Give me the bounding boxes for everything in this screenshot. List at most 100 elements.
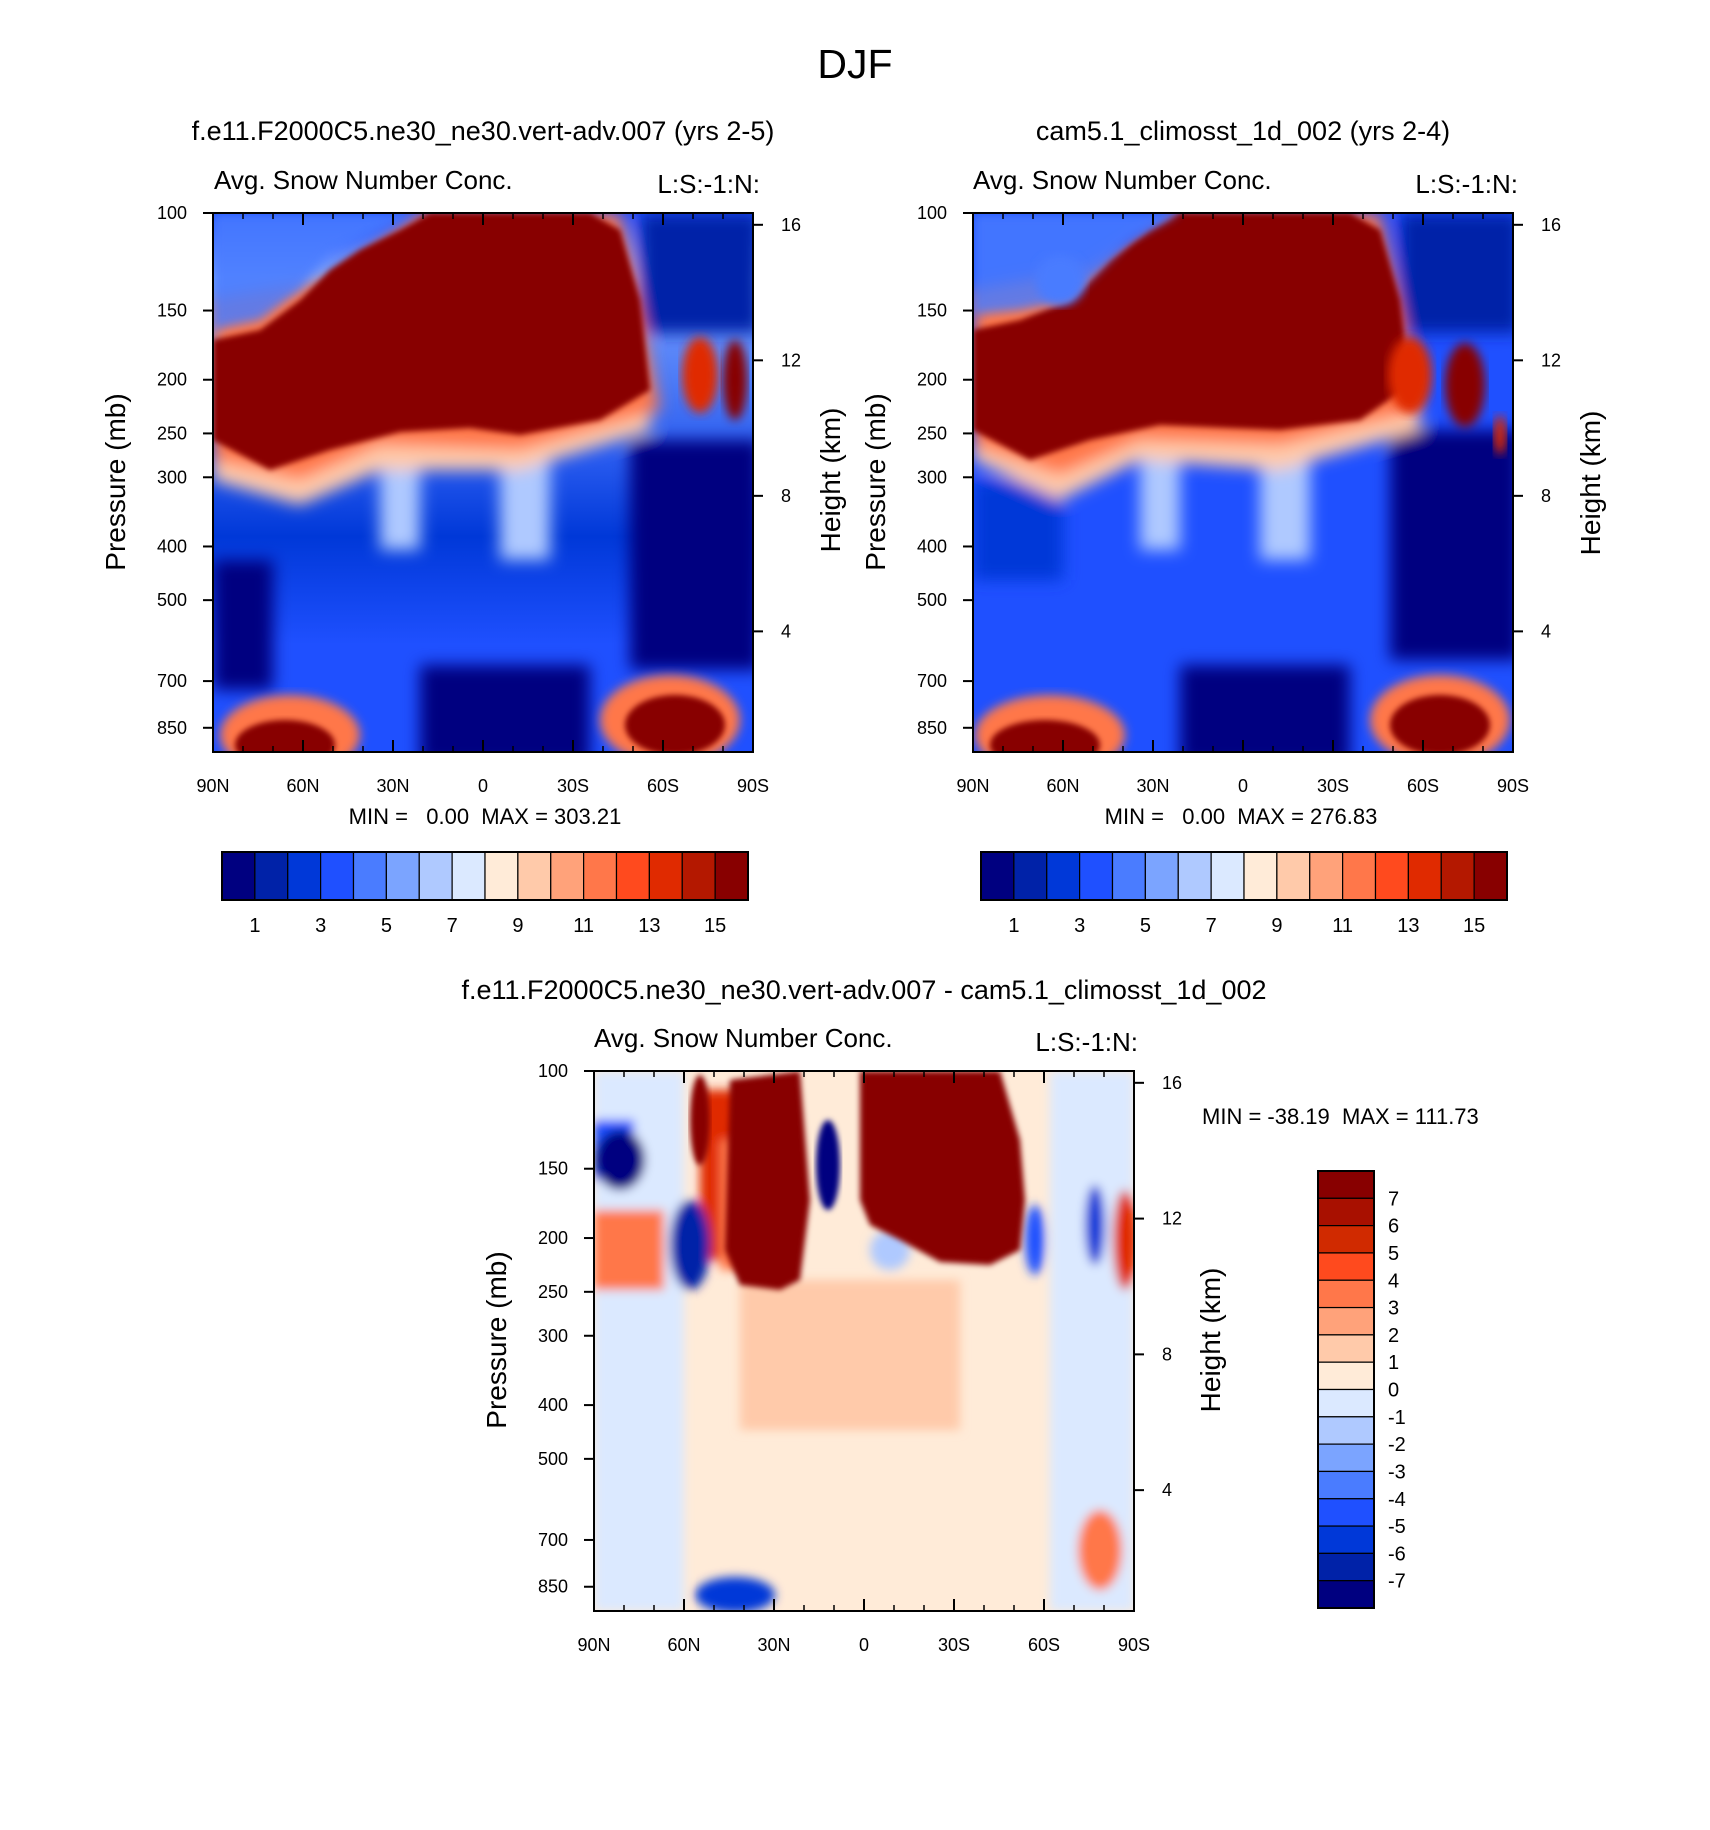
x-tick-label: 30S [1317,776,1349,796]
y-tick-label: 500 [157,590,187,610]
colorbar-label: 5 [1388,1243,1399,1265]
y-tick-label: 300 [157,467,187,487]
colorbar-swatch [1317,1197,1375,1227]
panel-3-y2label: Height (km) [1195,1268,1226,1413]
panel-3: f.e11.F2000C5.ne30_ne30.vert-adv.007 - c… [461,975,1478,1655]
colorbar-swatch [714,851,749,901]
colorbar-label: 1 [1388,1352,1399,1374]
y-tick-label: 200 [917,370,947,390]
x-tick-label: 30S [938,1635,970,1655]
colorbar-swatch [1243,851,1278,901]
panel-3-variable: Avg. Snow Number Conc. [594,1023,893,1053]
y-tick-label: 700 [157,671,187,691]
colorbar-swatch [1111,851,1146,901]
colorbar-swatch [254,851,289,901]
panel-3-ylabel: Pressure (mb) [481,1251,512,1428]
y-tick-label: 300 [538,1326,568,1346]
panel-1-variable: Avg. Snow Number Conc. [214,165,513,195]
colorbar-label: 5 [1140,915,1151,937]
colorbar-swatch [1309,851,1344,901]
y2-tick-label: 12 [1162,1209,1182,1229]
colorbar-label: -2 [1388,1434,1406,1456]
colorbar-label: 6 [1388,1216,1399,1238]
colorbar-swatch [1046,851,1081,901]
colorbar-swatch [1342,851,1377,901]
panel-1-colorbar: 1 3 5 7 9 11 13 15 [221,851,749,937]
colorbar-swatch [583,851,618,901]
colorbar-label: 7 [447,915,458,937]
panel-2-variable: Avg. Snow Number Conc. [973,165,1272,195]
colorbar-label: 3 [315,915,326,937]
colorbar-label: 7 [1206,915,1217,937]
x-tick-label: 30S [557,776,589,796]
colorbar-label: 15 [1463,915,1485,937]
y2-tick-label: 12 [1541,350,1561,370]
colorbar-label: 1 [249,915,260,937]
y-tick-label: 100 [917,203,947,223]
panel-1-units: L:S:-1:N: [657,169,760,199]
colorbar-label: 1 [1008,915,1019,937]
colorbar-label: 4 [1388,1270,1399,1292]
y-tick-label: 500 [538,1449,568,1469]
colorbar-swatch [320,851,355,901]
y2-tick-label: 4 [1162,1480,1172,1500]
panel-1: f.e11.F2000C5.ne30_ne30.vert-adv.007 (yr… [100,116,846,937]
x-tick-label: 60S [1028,1635,1060,1655]
y-tick-label: 850 [917,718,947,738]
colorbar-label: -1 [1388,1407,1406,1429]
y2-tick-label: 16 [781,215,801,235]
colorbar-swatch [1317,1252,1375,1281]
colorbar-swatch [1317,1552,1375,1582]
panel-3-field [594,1071,1134,1611]
colorbar-label: 9 [1271,915,1282,937]
colorbar-swatch [1317,1388,1375,1418]
colorbar-label: 11 [1332,915,1353,937]
y2-tick-label: 8 [781,486,791,506]
colorbar-swatch [1374,851,1409,901]
colorbar-swatch [615,851,650,901]
x-tick-label: 90S [737,776,769,796]
colorbar-swatch [1317,1334,1375,1363]
panel-2-colorbar: 1 3 5 7 9 11 13 15 [980,851,1508,937]
colorbar-label: 0 [1388,1380,1399,1402]
colorbar-swatch [1276,851,1311,901]
y-tick-label: 150 [538,1159,568,1179]
y-tick-label: 850 [538,1577,568,1597]
main-title: DJF [817,41,892,87]
y-tick-label: 150 [917,301,947,321]
y2-tick-label: 4 [781,621,791,641]
y-tick-label: 250 [538,1282,568,1302]
x-tick-label: 0 [1238,776,1248,796]
colorbar-label: 7 [1388,1188,1399,1210]
y-tick-label: 850 [157,718,187,738]
x-tick-label: 90S [1118,1635,1150,1655]
colorbar-swatch [1144,851,1179,901]
panel-2-axes: 90N 60N 30N 0 30S 60S 90S 100 150 200 250 300 400 500… [917,203,1561,796]
colorbar-swatch [484,851,519,901]
colorbar-swatch [1317,1306,1375,1336]
colorbar-swatch [517,851,552,901]
colorbar-swatch [418,851,453,901]
panel-3-minmax: MIN = -38.19 MAX = 111.73 [1202,1104,1479,1129]
colorbar-swatch [1473,851,1508,901]
x-tick-label: 90S [1497,776,1529,796]
y-tick-label: 100 [538,1061,568,1081]
panel-2-field [973,213,1513,752]
y-tick-label: 150 [157,301,187,321]
colorbar-label: 5 [381,915,392,937]
colorbar-label: 2 [1388,1325,1399,1347]
colorbar-label: 9 [512,915,523,937]
colorbar-label: -5 [1388,1516,1406,1538]
colorbar-swatch [1317,1498,1375,1527]
colorbar-label: 13 [1397,915,1419,937]
colorbar-swatch [352,851,387,901]
colorbar-label: 3 [1388,1298,1399,1320]
y-tick-label: 700 [917,671,947,691]
colorbar-swatch [1317,1580,1375,1609]
colorbar-swatch [1013,851,1048,901]
panel-2: cam5.1_climosst_1d_002 (yrs 2-4) Avg. Sn… [860,116,1606,937]
colorbar-swatch [1317,1170,1375,1199]
colorbar-label: -3 [1388,1461,1406,1483]
colorbar-swatch [221,851,256,901]
